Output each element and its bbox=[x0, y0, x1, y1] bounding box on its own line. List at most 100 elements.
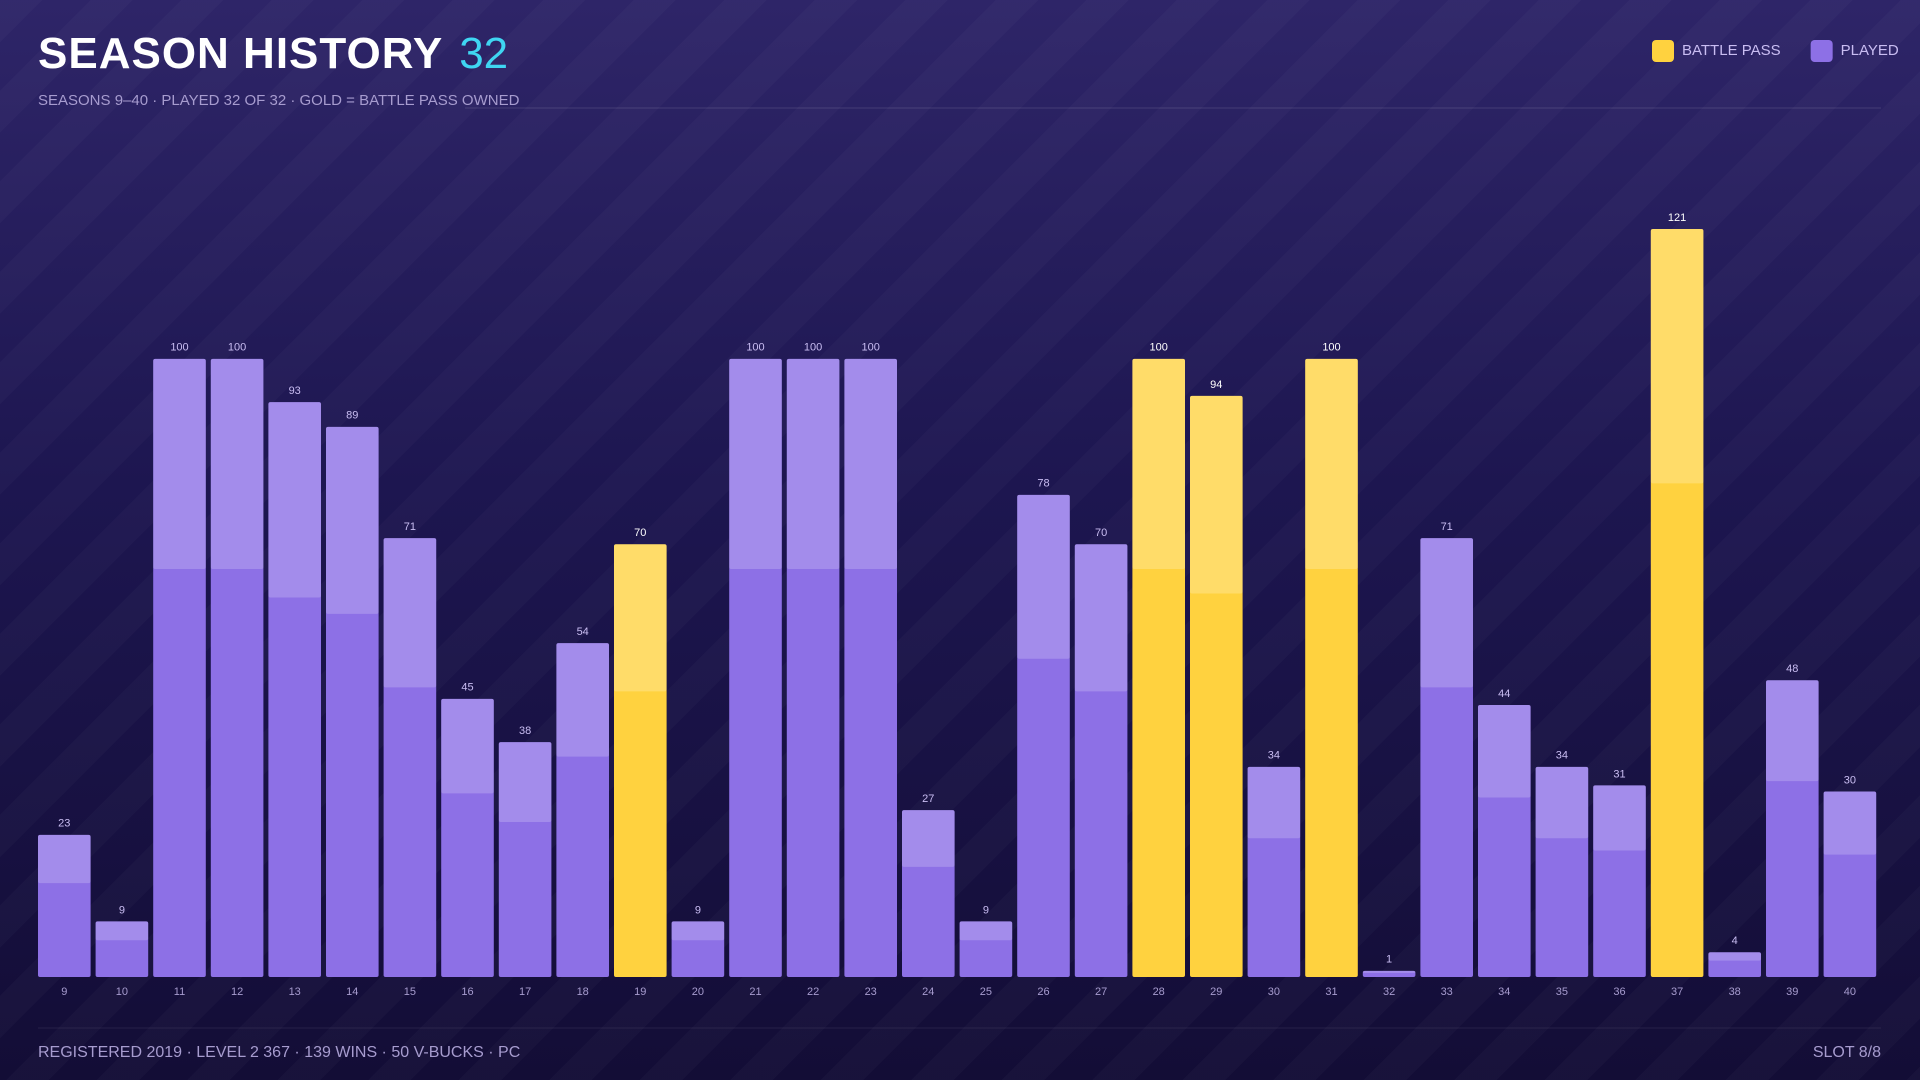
x-tick-label: 38 bbox=[1729, 986, 1741, 998]
value-label: 100 bbox=[862, 342, 880, 354]
legend-swatch bbox=[1810, 40, 1833, 62]
bar bbox=[210, 358, 264, 977]
x-tick-label: 13 bbox=[289, 986, 301, 998]
bar bbox=[1247, 766, 1301, 977]
value-label: 100 bbox=[1150, 342, 1168, 354]
value-label: 34 bbox=[1556, 750, 1568, 762]
bar bbox=[1132, 358, 1185, 977]
bar bbox=[1305, 358, 1358, 977]
bar bbox=[1420, 538, 1473, 977]
value-label: 9 bbox=[119, 904, 125, 916]
x-tick-label: 26 bbox=[1037, 986, 1049, 998]
x-tick-label: 19 bbox=[634, 986, 646, 998]
value-label: 89 bbox=[346, 410, 358, 422]
value-label: 71 bbox=[404, 521, 416, 533]
bar bbox=[268, 402, 321, 977]
bar bbox=[1074, 544, 1128, 977]
bar bbox=[959, 921, 1013, 977]
x-tick-label: 21 bbox=[749, 986, 761, 998]
x-tick-label: 33 bbox=[1441, 986, 1453, 998]
x-tick-label: 16 bbox=[461, 986, 473, 998]
bar bbox=[1362, 970, 1416, 977]
value-label: 100 bbox=[746, 342, 764, 354]
bar bbox=[153, 358, 206, 977]
value-label: 34 bbox=[1268, 750, 1280, 762]
value-label: 54 bbox=[577, 626, 589, 638]
value-label: 4 bbox=[1732, 935, 1738, 947]
value-label: 45 bbox=[461, 682, 473, 694]
x-tick-label: 10 bbox=[116, 986, 128, 998]
bar bbox=[1478, 705, 1531, 977]
x-tick-label: 24 bbox=[922, 986, 934, 998]
value-label: 23 bbox=[58, 818, 70, 830]
x-tick-label: 22 bbox=[807, 986, 819, 998]
x-tick-label: 20 bbox=[692, 986, 704, 998]
bar bbox=[1593, 785, 1646, 977]
title: SEASON HISTORY 32 bbox=[38, 29, 508, 78]
value-label: 71 bbox=[1441, 521, 1453, 533]
bar bbox=[38, 834, 91, 977]
value-label: 9 bbox=[983, 904, 989, 916]
value-label: 78 bbox=[1037, 478, 1049, 490]
x-tick-label: 35 bbox=[1556, 986, 1568, 998]
value-label: 38 bbox=[519, 725, 531, 737]
bar bbox=[498, 742, 552, 977]
slot: SLOT 8/8 bbox=[1813, 1044, 1881, 1061]
value-label: 44 bbox=[1498, 688, 1510, 700]
bar bbox=[729, 358, 782, 977]
bar bbox=[1708, 952, 1761, 977]
value-label: 100 bbox=[804, 342, 822, 354]
bar bbox=[671, 921, 725, 977]
bar bbox=[556, 643, 609, 977]
value-label: 1 bbox=[1386, 954, 1392, 966]
title-count: 32 bbox=[459, 29, 508, 78]
legend-label: BATTLE PASS bbox=[1682, 42, 1781, 59]
x-tick-label: 32 bbox=[1383, 986, 1395, 998]
subtitle: SEASONS 9–40 · PLAYED 32 OF 32 · GOLD = … bbox=[38, 92, 520, 109]
value-label: 100 bbox=[170, 342, 188, 354]
x-tick-label: 14 bbox=[346, 986, 358, 998]
x-tick-label: 27 bbox=[1095, 986, 1107, 998]
value-label: 94 bbox=[1210, 379, 1222, 391]
bar bbox=[1650, 229, 1704, 977]
bar bbox=[844, 358, 897, 977]
bar bbox=[614, 544, 667, 977]
x-tick-label: 18 bbox=[577, 986, 589, 998]
value-label: 27 bbox=[922, 793, 934, 805]
value-label: 100 bbox=[1322, 342, 1340, 354]
footer-stats: REGISTERED 2019 · LEVEL 2 367 · 139 WINS… bbox=[38, 1044, 520, 1061]
bar bbox=[1766, 680, 1819, 977]
title-text: SEASON HISTORY bbox=[38, 29, 443, 78]
value-label: 93 bbox=[289, 385, 301, 397]
bar bbox=[383, 538, 437, 977]
value-label: 31 bbox=[1613, 768, 1625, 780]
value-label: 30 bbox=[1844, 774, 1856, 786]
x-tick-label: 30 bbox=[1268, 986, 1280, 998]
x-tick-label: 34 bbox=[1498, 986, 1510, 998]
x-tick-label: 9 bbox=[61, 986, 67, 998]
x-tick-label: 40 bbox=[1844, 986, 1856, 998]
bar bbox=[441, 698, 494, 977]
x-tick-label: 25 bbox=[980, 986, 992, 998]
x-tick-label: 12 bbox=[231, 986, 243, 998]
value-label: 9 bbox=[695, 904, 701, 916]
x-tick-label: 15 bbox=[404, 986, 416, 998]
value-label: 70 bbox=[1095, 527, 1107, 539]
bar bbox=[95, 921, 149, 977]
value-label: 48 bbox=[1786, 663, 1798, 675]
bar bbox=[1535, 766, 1589, 977]
x-tick-label: 36 bbox=[1613, 986, 1625, 998]
bar bbox=[1190, 395, 1243, 978]
legend-label: PLAYED bbox=[1841, 42, 1899, 59]
x-tick-label: 11 bbox=[174, 986, 185, 998]
x-tick-label: 39 bbox=[1786, 986, 1798, 998]
x-tick-label: 23 bbox=[865, 986, 877, 998]
value-label: 70 bbox=[634, 527, 646, 539]
value-label: 100 bbox=[228, 342, 246, 354]
bar bbox=[1823, 791, 1877, 977]
value-label: 121 bbox=[1668, 212, 1686, 224]
legend-swatch bbox=[1652, 40, 1674, 62]
x-tick-label: 17 bbox=[519, 986, 531, 998]
